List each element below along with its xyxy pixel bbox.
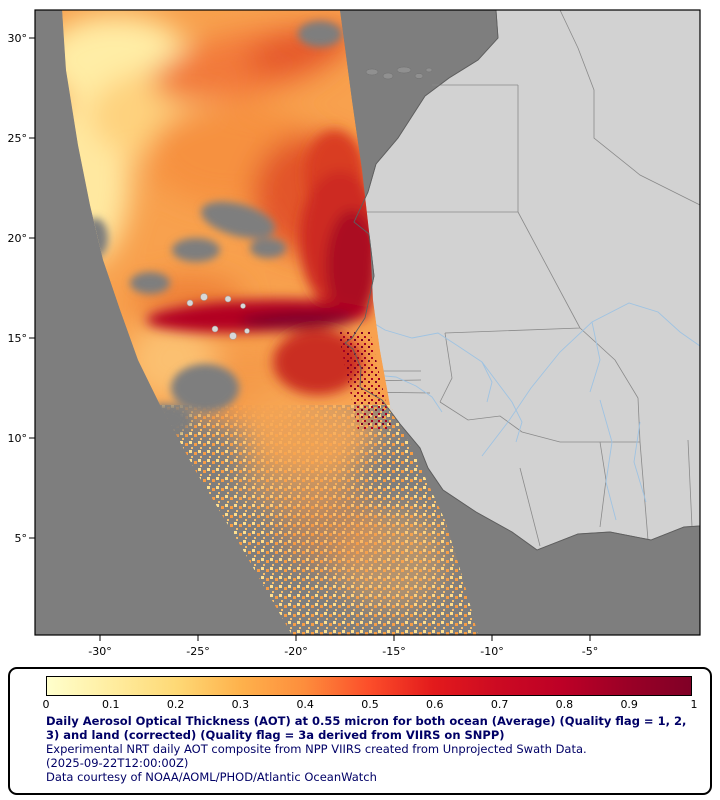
- y-axis-tick-label: 15°: [8, 332, 28, 345]
- x-axis-tick-label: -10°: [480, 645, 503, 658]
- y-axis-tick-label: 20°: [8, 232, 28, 245]
- x-axis-tick-label: -5°: [582, 645, 598, 658]
- caption-title: Daily Aerosol Optical Thickness (AOT) at…: [46, 714, 687, 743]
- y-axis: [29, 37, 35, 539]
- y-axis-labels: 30° 25° 20° 15° 10° 5°: [8, 32, 28, 545]
- colorbar-tick-label: 0.5: [361, 698, 379, 711]
- colorbar-tick-label: 0.3: [231, 698, 250, 711]
- cape-verde-islands: [186, 293, 250, 340]
- legend-panel: 0 0.1 0.2 0.3 0.4 0.5 0.6 0.7 0.8 0.9 1 Daily Aero…: [8, 667, 712, 795]
- colorbar: [46, 676, 692, 696]
- caption-credit: Data courtesy of NOAA/AOML/PHOD/Atlantic…: [46, 770, 377, 785]
- aot-intense-blobs: [146, 130, 380, 395]
- x-axis-tick-label: -30°: [88, 645, 111, 658]
- colorbar-tick-label: 0.8: [555, 698, 574, 711]
- x-axis-labels: -30° -25° -20° -15° -10° -5°: [88, 645, 598, 658]
- caption-timestamp: (2025-09-22T12:00:00Z): [46, 756, 189, 771]
- x-axis-tick-label: -15°: [382, 645, 405, 658]
- y-axis-tick-label: 10°: [8, 432, 28, 445]
- x-axis: [99, 635, 591, 641]
- caption: Daily Aerosol Optical Thickness (AOT) at…: [46, 714, 702, 784]
- y-axis-tick-label: 30°: [8, 32, 28, 45]
- map-frame: [34, 9, 701, 636]
- colorbar-tick-label: 1: [690, 698, 698, 711]
- caption-subtitle: Experimental NRT daily AOT composite fro…: [46, 742, 587, 757]
- aerosol-swath: [62, 10, 478, 635]
- colorbar-tick-label: 0.1: [102, 698, 120, 711]
- colorbar-tick-label: 0.9: [620, 698, 638, 711]
- colorbar-tick-label: 0.4: [296, 698, 314, 711]
- map-plot: 30° 25° 20° 15° 10° 5° -30° -25° -20° -1…: [8, 9, 701, 658]
- y-axis-tick-label: 5°: [15, 532, 28, 545]
- colorbar-tick-label: 0.6: [426, 698, 444, 711]
- x-axis-tick-label: -25°: [186, 645, 209, 658]
- colorbar-tick-label: 0: [42, 698, 50, 711]
- coastline-overlay: [344, 9, 701, 551]
- colorbar-tick-labels: 0 0.1 0.2 0.3 0.4 0.5 0.6 0.7 0.8 0.9 1: [42, 696, 698, 712]
- x-axis-tick-label: -20°: [284, 645, 307, 658]
- rivers: [362, 302, 701, 521]
- cloud-gaps: [82, 21, 342, 436]
- colorbar-tick-label: 0.7: [490, 698, 509, 711]
- canary-islands: [365, 66, 433, 80]
- colorbar-tick-label: 0.2: [166, 698, 185, 711]
- coastal-red-speckles: [338, 332, 392, 430]
- y-axis-tick-label: 25°: [8, 132, 28, 145]
